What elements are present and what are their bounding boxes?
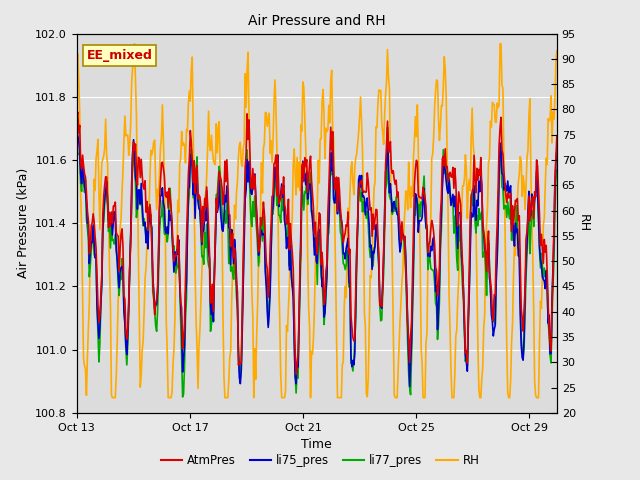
li77_pres xyxy=(543,288,551,294)
li75_pres xyxy=(301,171,308,177)
Line: li75_pres: li75_pres xyxy=(77,127,557,386)
AtmPres xyxy=(303,157,310,163)
RH xyxy=(553,48,561,54)
li77_pres xyxy=(305,192,312,197)
Line: RH: RH xyxy=(77,44,557,397)
AtmPres xyxy=(73,114,81,120)
li77_pres xyxy=(335,196,342,202)
RH xyxy=(131,41,138,47)
Line: li77_pres: li77_pres xyxy=(77,139,557,397)
AtmPres xyxy=(292,372,300,377)
li77_pres xyxy=(179,394,186,400)
li77_pres xyxy=(73,140,81,145)
RH xyxy=(543,162,551,168)
AtmPres xyxy=(360,188,368,194)
RH xyxy=(468,105,476,111)
AtmPres xyxy=(468,189,476,194)
li75_pres xyxy=(304,196,312,202)
li77_pres xyxy=(329,136,337,142)
li75_pres xyxy=(383,124,391,130)
X-axis label: Time: Time xyxy=(301,438,332,451)
li77_pres xyxy=(553,167,561,173)
AtmPres xyxy=(306,161,314,167)
Y-axis label: Air Pressure (kPa): Air Pressure (kPa) xyxy=(17,168,30,278)
Legend: AtmPres, li75_pres, li77_pres, RH: AtmPres, li75_pres, li77_pres, RH xyxy=(156,449,484,472)
Title: Air Pressure and RH: Air Pressure and RH xyxy=(248,14,386,28)
li77_pres xyxy=(468,191,476,196)
li75_pres xyxy=(73,127,81,132)
li77_pres xyxy=(360,209,368,215)
li75_pres xyxy=(406,384,413,389)
RH xyxy=(306,324,314,330)
li75_pres xyxy=(543,280,551,286)
RH xyxy=(360,310,368,316)
AtmPres xyxy=(543,270,551,276)
Text: EE_mixed: EE_mixed xyxy=(86,49,152,62)
AtmPres xyxy=(335,175,342,180)
RH xyxy=(335,395,342,400)
Y-axis label: RH: RH xyxy=(577,214,589,232)
li75_pres xyxy=(553,148,561,154)
li77_pres xyxy=(302,190,310,196)
RH xyxy=(109,395,116,400)
li75_pres xyxy=(468,214,476,220)
li75_pres xyxy=(333,184,340,190)
RH xyxy=(73,63,81,69)
Line: AtmPres: AtmPres xyxy=(77,112,557,374)
RH xyxy=(303,183,310,189)
li75_pres xyxy=(358,194,366,200)
AtmPres xyxy=(74,109,82,115)
AtmPres xyxy=(553,134,561,140)
